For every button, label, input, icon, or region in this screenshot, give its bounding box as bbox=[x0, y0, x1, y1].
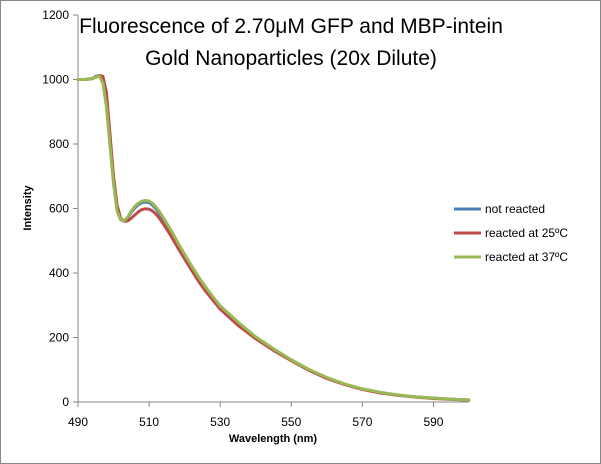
plot-series bbox=[76, 74, 471, 402]
series-line-2 bbox=[76, 74, 471, 402]
chart-title-line-1: Fluorescence of 2.70μM GFP and MBP-intei… bbox=[79, 15, 503, 38]
y-axis-label: Intensity bbox=[22, 185, 34, 231]
y-tick-label: 1000 bbox=[42, 73, 69, 87]
y-tick-label: 1200 bbox=[42, 8, 69, 22]
legend-label-3: reacted at 37ºC bbox=[485, 250, 568, 264]
x-tick-label: 550 bbox=[281, 415, 301, 429]
x-axis-label: Wavelength (nm) bbox=[229, 433, 318, 445]
series-line-3 bbox=[76, 74, 471, 402]
legend: not reacted reacted at 25ºC reacted at 37º… bbox=[454, 202, 568, 264]
y-tick-label: 600 bbox=[49, 202, 69, 216]
x-tick-label: 570 bbox=[352, 415, 372, 429]
y-tick-label: 0 bbox=[62, 395, 69, 409]
x-tick-label: 530 bbox=[210, 415, 230, 429]
legend-label-1: not reacted bbox=[485, 202, 545, 216]
x-tick-label: 590 bbox=[423, 415, 443, 429]
y-axis-ticks: 0 200 400 600 800 1000 1200 bbox=[42, 8, 78, 409]
y-tick-label: 400 bbox=[49, 266, 69, 280]
y-tick-label: 200 bbox=[49, 331, 69, 345]
chart-title-line-2: Gold Nanoparticles (20x Dilute) bbox=[145, 47, 437, 70]
legend-label-2: reacted at 25ºC bbox=[485, 226, 568, 240]
y-tick-label: 800 bbox=[49, 137, 69, 151]
x-axis-ticks: 490 510 530 550 570 590 bbox=[68, 402, 444, 429]
x-tick-label: 490 bbox=[68, 415, 88, 429]
x-tick-label: 510 bbox=[139, 415, 159, 429]
